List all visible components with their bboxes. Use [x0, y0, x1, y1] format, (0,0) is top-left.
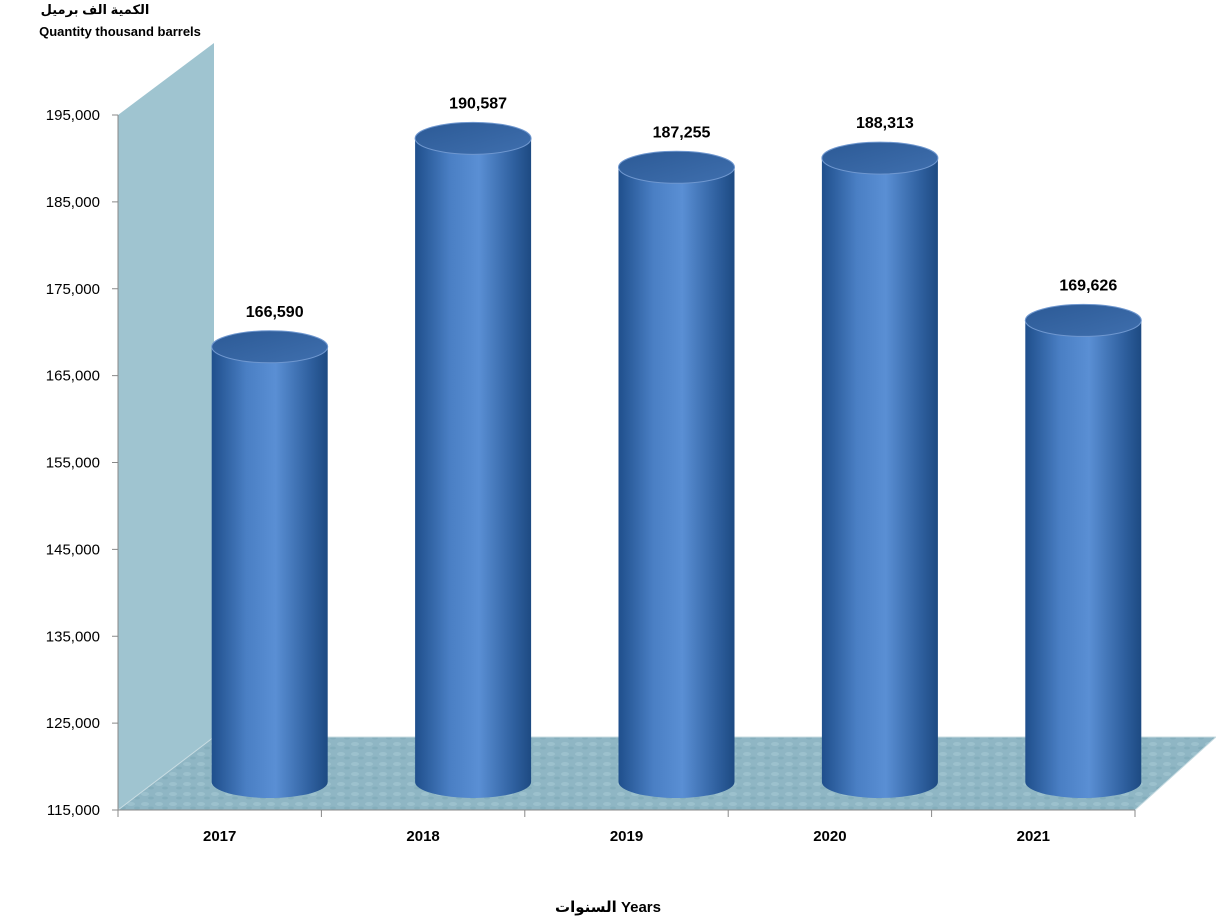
y-tick-label: 185,000: [46, 194, 100, 211]
x-tick-label: 2020: [813, 828, 846, 845]
y-tick-label: 115,000: [47, 802, 100, 819]
y-tick-label: 125,000: [46, 715, 100, 732]
bar-top: [821, 141, 939, 175]
y-axis-title-english: Quantity thousand barrels: [39, 24, 201, 39]
bar-top: [211, 330, 329, 364]
x-tick-label: 2019: [610, 828, 643, 845]
bars: [211, 121, 1142, 799]
y-tick-label: 145,000: [46, 541, 100, 558]
x-tick-label: 2017: [203, 828, 236, 845]
bar: [414, 121, 532, 798]
y-tick-label: 135,000: [46, 628, 100, 645]
x-axis-title: السنوات Years: [555, 899, 661, 916]
x-ticks: 2017 2018 2019 2020 2021: [117, 810, 1136, 845]
bar-top: [1024, 303, 1142, 337]
back-wall: [118, 43, 214, 810]
data-label: 188,313: [856, 115, 914, 132]
bar: [211, 330, 329, 798]
bar-body: [415, 138, 532, 798]
data-label: 166,590: [246, 304, 304, 321]
bar-body: [211, 346, 328, 798]
bar-body: [1025, 320, 1142, 798]
x-tick-label: 2018: [406, 828, 439, 845]
bar: [821, 141, 939, 798]
y-ticks: 115,000 125,000 135,000 145,000 155,000 165,0…: [46, 107, 118, 819]
y-tick-label: 175,000: [46, 281, 100, 298]
bar: [1024, 303, 1142, 798]
data-label: 187,255: [653, 124, 711, 141]
bar-top: [414, 121, 532, 155]
y-tick-label: 165,000: [46, 368, 100, 385]
y-axis-title-arabic: الكمية الف برميل: [40, 2, 150, 17]
data-labels: 166,590 190,587 187,255 188,313 169,626: [246, 95, 1118, 320]
bar-body: [618, 167, 735, 799]
bar-body: [821, 158, 938, 798]
y-tick-label: 195,000: [46, 107, 100, 124]
x-tick-label: 2021: [1017, 828, 1050, 845]
bar-top: [618, 150, 735, 184]
bar: [618, 150, 735, 799]
y-tick-label: 155,000: [46, 455, 100, 472]
data-label: 169,626: [1059, 277, 1117, 294]
data-label: 190,587: [449, 95, 507, 112]
